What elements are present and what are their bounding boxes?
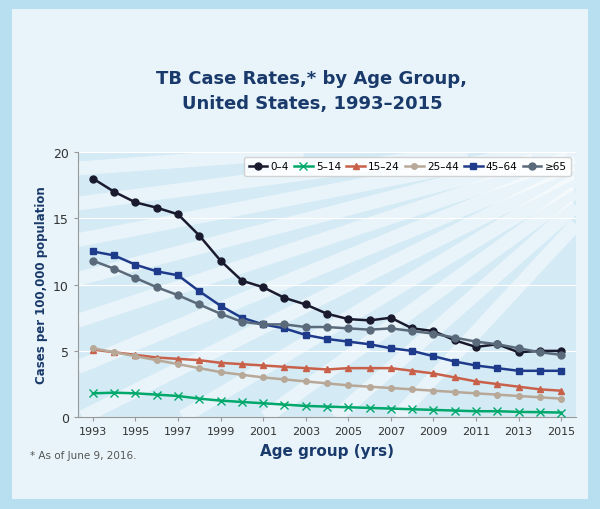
Y-axis label: Cases per 100,000 population: Cases per 100,000 population [35, 186, 47, 384]
X-axis label: Age group (yrs): Age group (yrs) [260, 443, 394, 458]
Text: * As of June 9, 2016.: * As of June 9, 2016. [30, 450, 137, 460]
Text: TB Case Rates,* by Age Group,
United States, 1993–2015: TB Case Rates,* by Age Group, United Sta… [157, 70, 467, 113]
Legend: 0–4, 5–14, 15–24, 25–44, 45–64, ≥65: 0–4, 5–14, 15–24, 25–44, 45–64, ≥65 [244, 158, 571, 176]
